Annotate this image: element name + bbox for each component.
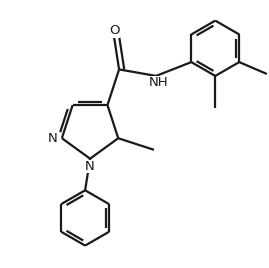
Text: O: O: [109, 24, 119, 37]
Text: NH: NH: [149, 76, 169, 89]
Text: N: N: [85, 159, 95, 173]
Text: N: N: [48, 132, 58, 145]
